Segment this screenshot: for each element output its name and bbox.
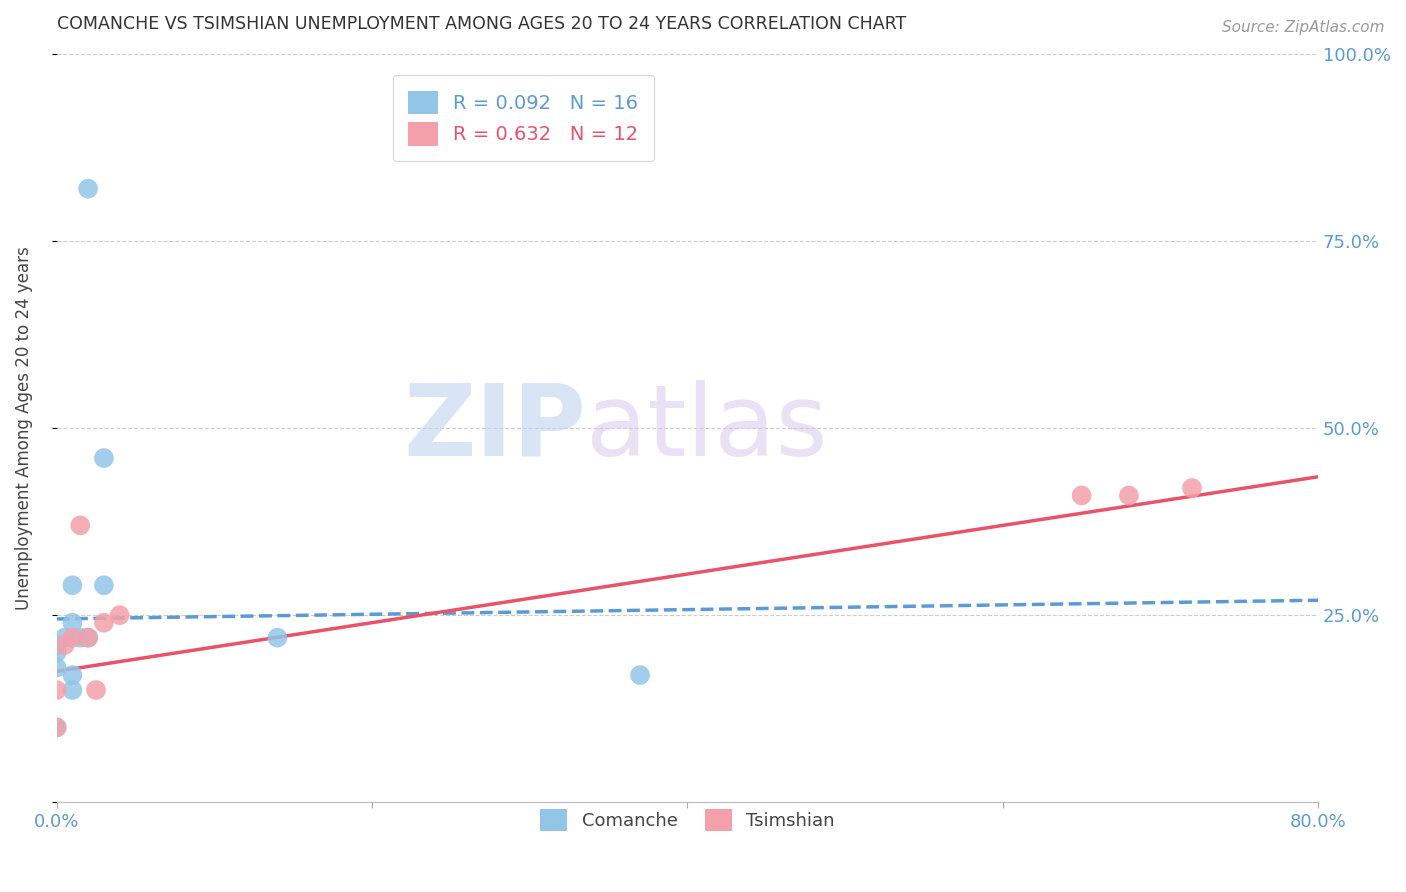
Point xyxy=(45,638,67,652)
Point xyxy=(60,578,83,592)
Y-axis label: Unemployment Among Ages 20 to 24 years: Unemployment Among Ages 20 to 24 years xyxy=(15,246,32,610)
Point xyxy=(77,631,100,645)
Point xyxy=(60,615,83,630)
Point xyxy=(1118,488,1140,502)
Point xyxy=(45,721,67,735)
Point xyxy=(45,660,67,674)
Point xyxy=(45,683,67,698)
Text: Source: ZipAtlas.com: Source: ZipAtlas.com xyxy=(1222,20,1385,35)
Point xyxy=(1181,481,1204,495)
Point xyxy=(93,578,115,592)
Point xyxy=(93,615,115,630)
Text: atlas: atlas xyxy=(586,380,828,476)
Point xyxy=(108,608,131,623)
Point xyxy=(53,631,76,645)
Point xyxy=(69,631,91,645)
Point xyxy=(628,668,651,682)
Point xyxy=(69,518,91,533)
Point xyxy=(93,451,115,466)
Text: ZIP: ZIP xyxy=(404,380,586,476)
Point xyxy=(84,683,107,698)
Legend: Comanche, Tsimshian: Comanche, Tsimshian xyxy=(526,795,849,846)
Point xyxy=(60,631,83,645)
Point xyxy=(45,646,67,660)
Point xyxy=(60,683,83,698)
Point xyxy=(60,668,83,682)
Point xyxy=(77,182,100,196)
Point xyxy=(45,721,67,735)
Point xyxy=(266,631,288,645)
Point xyxy=(53,638,76,652)
Text: COMANCHE VS TSIMSHIAN UNEMPLOYMENT AMONG AGES 20 TO 24 YEARS CORRELATION CHART: COMANCHE VS TSIMSHIAN UNEMPLOYMENT AMONG… xyxy=(56,15,905,33)
Point xyxy=(1070,488,1092,502)
Point xyxy=(77,631,100,645)
